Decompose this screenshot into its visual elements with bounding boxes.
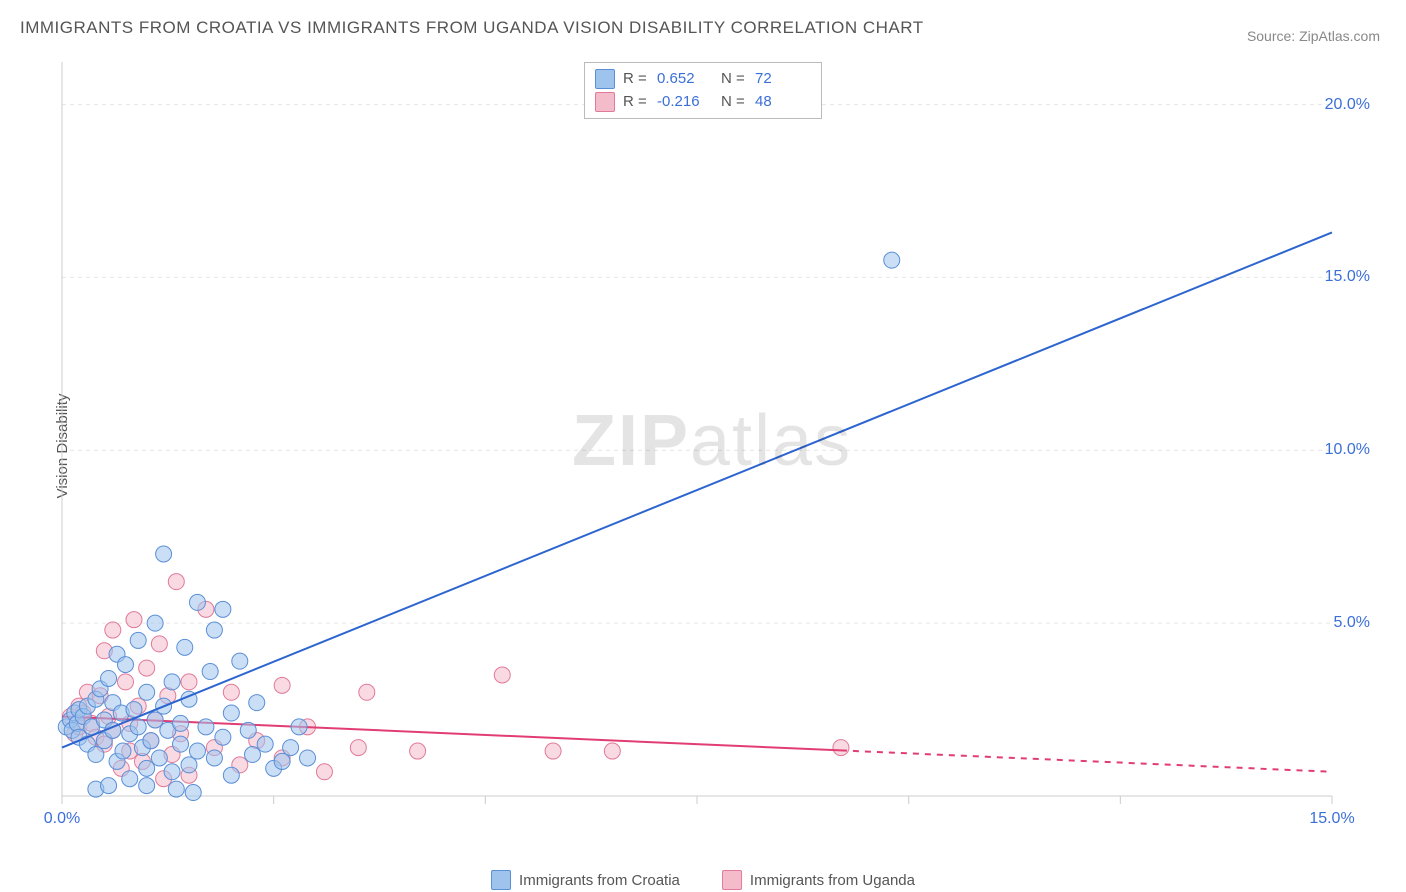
legend-item-croatia: Immigrants from Croatia [491,870,680,890]
scatter-plot: 5.0%10.0%15.0%20.0%0.0%15.0% [52,60,1382,850]
x-tick-label: 15.0% [1309,810,1354,828]
chart-title: IMMIGRANTS FROM CROATIA VS IMMIGRANTS FR… [20,18,924,38]
x-tick-label: 0.0% [44,810,80,828]
n-value-croatia: 72 [755,67,811,90]
legend-label-uganda: Immigrants from Uganda [750,872,915,889]
swatch-uganda [722,870,742,890]
r-value-uganda: -0.216 [657,90,713,113]
stats-row-uganda: R = -0.216 N = 48 [595,90,811,113]
legend-label-croatia: Immigrants from Croatia [519,872,680,889]
r-label: R = [623,90,649,113]
r-label: R = [623,67,649,90]
n-label: N = [721,67,747,90]
swatch-uganda [595,92,615,112]
y-tick-label: 5.0% [1334,614,1370,632]
swatch-croatia [595,69,615,89]
n-label: N = [721,90,747,113]
chart-svg [52,60,1382,850]
stats-legend: R = 0.652 N = 72 R = -0.216 N = 48 [584,62,822,119]
y-tick-label: 10.0% [1325,441,1370,459]
y-tick-label: 20.0% [1325,96,1370,114]
n-value-uganda: 48 [755,90,811,113]
r-value-croatia: 0.652 [657,67,713,90]
y-tick-label: 15.0% [1325,268,1370,286]
legend-item-uganda: Immigrants from Uganda [722,870,915,890]
source-label: Source: ZipAtlas.com [1247,28,1380,44]
swatch-croatia [491,870,511,890]
stats-row-croatia: R = 0.652 N = 72 [595,67,811,90]
series-legend: Immigrants from Croatia Immigrants from … [491,870,915,890]
